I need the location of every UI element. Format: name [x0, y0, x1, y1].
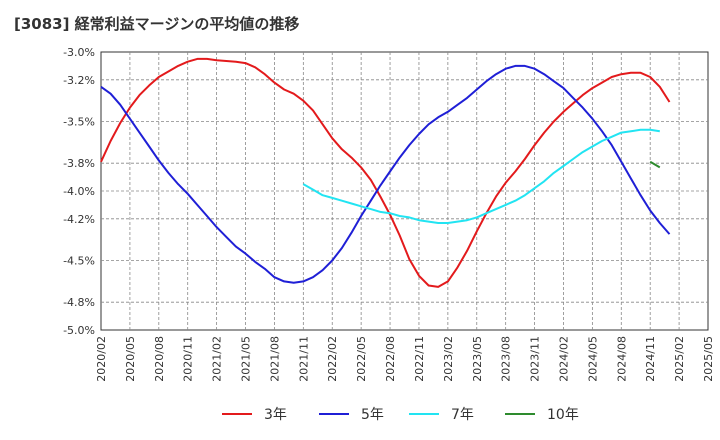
legend: 3年 5年 7年 10年	[222, 407, 579, 423]
x-tick-label: 2021/02	[211, 336, 224, 382]
legend-label-1: 5年	[361, 407, 384, 423]
y-tick-label: -5.0%	[63, 324, 95, 337]
series-line-2	[302, 128, 660, 224]
x-axis: 2020/02 2020/05 2020/08 2020/11 2021/02 2021/…	[95, 336, 715, 382]
x-tick-label: 2022/08	[384, 336, 397, 382]
x-tick-label: 2020/08	[153, 336, 166, 382]
y-tick-label: -4.2%	[63, 213, 95, 226]
series-lines	[100, 57, 671, 288]
x-tick-label: 2021/11	[297, 336, 310, 382]
series-line-3	[649, 160, 661, 169]
x-tick-label: 2022/11	[413, 336, 426, 382]
x-tick-label: 2025/05	[702, 336, 715, 382]
chart-title: [3083] 経常利益マージンの平均値の推移	[14, 15, 300, 33]
x-tick-label: 2022/02	[326, 336, 339, 382]
x-tick-label: 2023/11	[529, 336, 542, 382]
y-tick-label: -3.5%	[63, 116, 95, 129]
x-tick-label: 2023/05	[471, 336, 484, 382]
legend-label-3: 10年	[547, 407, 579, 423]
x-tick-label: 2020/11	[182, 336, 195, 382]
x-tick-label: 2024/11	[644, 336, 657, 382]
x-tick-label: 2023/08	[500, 336, 513, 382]
series-line-1	[100, 64, 671, 284]
grid	[100, 51, 709, 331]
x-tick-label: 2021/05	[240, 336, 253, 382]
x-tick-label: 2023/02	[442, 336, 455, 382]
legend-label-0: 3年	[264, 407, 287, 423]
y-tick-label: -3.2%	[63, 74, 95, 87]
y-axis: -3.0% -3.2% -3.5% -3.8% -4.0% -4.2% -4.5% -4.8%…	[63, 46, 95, 337]
x-tick-label: 2020/02	[95, 336, 108, 382]
y-tick-label: -4.5%	[63, 255, 95, 268]
y-tick-label: -3.0%	[63, 46, 95, 59]
series-line-0	[100, 57, 671, 288]
x-tick-label: 2022/05	[355, 336, 368, 382]
y-tick-label: -3.8%	[63, 157, 95, 170]
x-tick-label: 2020/05	[124, 336, 137, 382]
x-tick-label: 2025/02	[673, 336, 686, 382]
x-tick-label: 2021/08	[268, 336, 281, 382]
x-tick-label: 2024/08	[615, 336, 628, 382]
legend-label-2: 7年	[451, 407, 474, 423]
x-tick-label: 2024/05	[586, 336, 599, 382]
x-tick-label: 2024/02	[557, 336, 570, 382]
y-tick-label: -4.8%	[63, 296, 95, 309]
y-tick-label: -4.0%	[63, 185, 95, 198]
